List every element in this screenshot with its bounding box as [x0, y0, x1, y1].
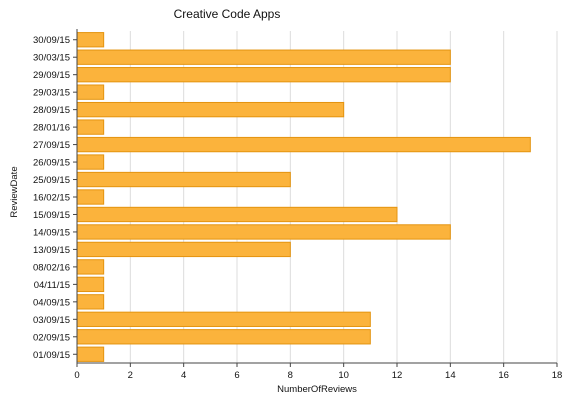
- bar: [76, 119, 105, 135]
- bar: [76, 206, 398, 223]
- bar: [76, 276, 105, 293]
- y-tick-label: 08/02/16: [33, 262, 70, 273]
- y-tick-label: 28/09/15: [33, 105, 70, 116]
- bar: [76, 154, 105, 170]
- y-tick-label: 26/09/15: [33, 158, 70, 169]
- y-tick-label: 30/09/15: [33, 35, 70, 46]
- x-tick-label: 18: [552, 370, 563, 381]
- y-axis-title: ReviewDate: [9, 166, 20, 217]
- bar: [76, 136, 531, 153]
- y-tick-label: 04/09/15: [33, 297, 70, 308]
- grid-lines: [129, 31, 558, 363]
- x-tick-label: 2: [128, 370, 133, 381]
- y-tick-label: 04/11/15: [34, 280, 70, 291]
- x-tick-label: 0: [74, 370, 79, 381]
- y-tick-label: 28/01/16: [33, 123, 70, 134]
- bar: [76, 311, 371, 327]
- y-tick-label: 02/09/15: [33, 332, 70, 343]
- bar: [76, 84, 105, 100]
- bar: [76, 294, 105, 310]
- x-tick-label: 10: [338, 370, 349, 381]
- bar: [76, 329, 371, 345]
- bar: [76, 241, 291, 258]
- y-tick-label: 27/09/15: [33, 140, 70, 151]
- bar: [76, 224, 451, 240]
- x-tick-label: 14: [445, 370, 456, 381]
- bar: [76, 259, 105, 275]
- y-tick-label: 14/09/15: [33, 227, 70, 238]
- y-tick-label: 16/02/15: [33, 193, 70, 204]
- axes: 30/09/15 30/03/15 29/09/15 29/03/15 28/09/15…: [33, 29, 562, 381]
- x-tick-label: 6: [234, 370, 239, 381]
- y-tick-label: 03/09/15: [33, 315, 70, 326]
- bar: [76, 67, 451, 83]
- y-tick-label: 25/09/15: [33, 175, 70, 186]
- bar: [76, 346, 105, 362]
- bar: [76, 171, 291, 188]
- y-tick-label: 15/09/15: [33, 210, 70, 221]
- x-axis-title: NumberOfReviews: [277, 384, 357, 395]
- x-tick-label: 12: [392, 370, 403, 381]
- y-tick-label: 29/03/15: [33, 88, 70, 99]
- bar: [76, 49, 451, 65]
- bars: [76, 32, 531, 362]
- chart-title: Creative Code Apps: [174, 7, 281, 21]
- bar: [76, 189, 105, 205]
- x-tick-label: 16: [498, 370, 509, 381]
- y-tick-label: 13/09/15: [33, 245, 70, 256]
- bar: [76, 101, 345, 118]
- y-tick-label: 29/09/15: [33, 70, 70, 81]
- y-tick-label: 01/09/15: [33, 350, 70, 361]
- y-tick-label: 30/03/15: [33, 53, 70, 64]
- bar: [76, 32, 105, 48]
- x-tick-label: 8: [288, 370, 293, 381]
- x-tick-label: 4: [181, 370, 186, 381]
